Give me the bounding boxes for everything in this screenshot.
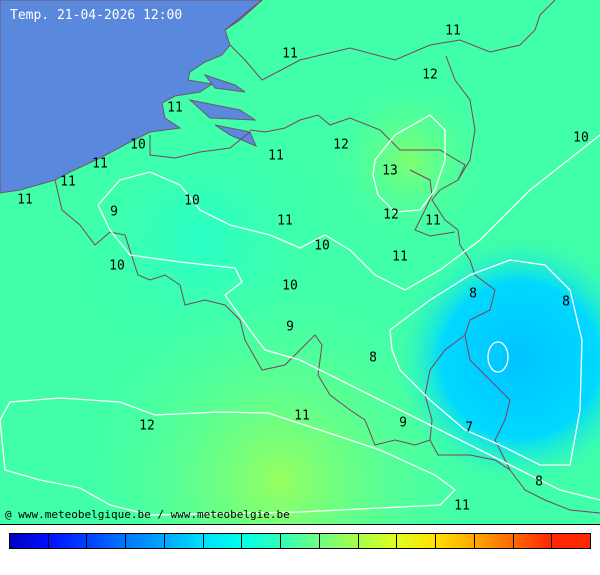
- color-scale-bar: [9, 533, 591, 549]
- temp-label: 11: [167, 100, 183, 116]
- temp-label: 8: [535, 474, 543, 490]
- temp-label: 11: [60, 174, 76, 190]
- temp-label: 9: [286, 319, 294, 335]
- color-scale-segment: [281, 534, 320, 548]
- color-scale-segment: [203, 534, 243, 548]
- temp-label: 10: [130, 137, 146, 153]
- temp-label: 11: [425, 213, 441, 229]
- color-scale-segment: [474, 534, 514, 548]
- temp-label: 8: [562, 294, 570, 310]
- map-bottom-border: [0, 524, 600, 525]
- color-scale-segment: [126, 534, 165, 548]
- temp-label: 11: [282, 46, 298, 62]
- temp-label: 11: [392, 249, 408, 265]
- temp-label: 10: [314, 238, 330, 254]
- color-scale-segment: [164, 534, 204, 548]
- color-scale-segment: [319, 534, 359, 548]
- color-scale-segment: [358, 534, 398, 548]
- temp-label: 8: [369, 350, 377, 366]
- credit-text: @ www.meteobelgique.be / www.meteobelgie…: [5, 508, 290, 521]
- north-sea: [0, 0, 263, 194]
- temp-label: 12: [333, 137, 349, 153]
- estuary: [188, 74, 257, 147]
- temp-label: 12: [422, 67, 438, 83]
- temperature-map: [0, 0, 600, 525]
- temp-label: 10: [109, 258, 125, 274]
- temp-label: 10: [573, 130, 589, 146]
- color-scale-segment: [48, 534, 88, 548]
- temp-label: 11: [277, 213, 293, 229]
- temp-label: 9: [399, 415, 407, 431]
- temp-label: 8: [469, 286, 477, 302]
- temp-label: 11: [17, 192, 33, 208]
- temp-label: 11: [445, 23, 461, 39]
- temp-label: 12: [139, 418, 155, 434]
- temp-label: 11: [294, 408, 310, 424]
- temp-label: 10: [184, 193, 200, 209]
- color-scale-segment: [397, 534, 437, 548]
- color-scale-segment: [242, 534, 282, 548]
- temp-label: 7: [465, 420, 473, 436]
- map-title: Temp. 21-04-2026 12:00: [10, 8, 183, 23]
- temp-label: 11: [268, 148, 284, 164]
- temp-label: 13: [382, 163, 398, 179]
- temp-label: 11: [454, 498, 470, 514]
- color-scale-segment: [87, 534, 127, 548]
- isotherms: [0, 114, 600, 516]
- temp-label: 12: [383, 207, 399, 223]
- temp-label: 9: [110, 204, 118, 220]
- color-scale-segment: [513, 534, 553, 548]
- temp-label: 10: [282, 278, 298, 294]
- color-scale-segment: [10, 534, 49, 548]
- temp-label: 11: [92, 156, 108, 172]
- borders: [54, 0, 600, 514]
- color-scale-segment: [436, 534, 475, 548]
- color-scale-segment: [552, 534, 591, 548]
